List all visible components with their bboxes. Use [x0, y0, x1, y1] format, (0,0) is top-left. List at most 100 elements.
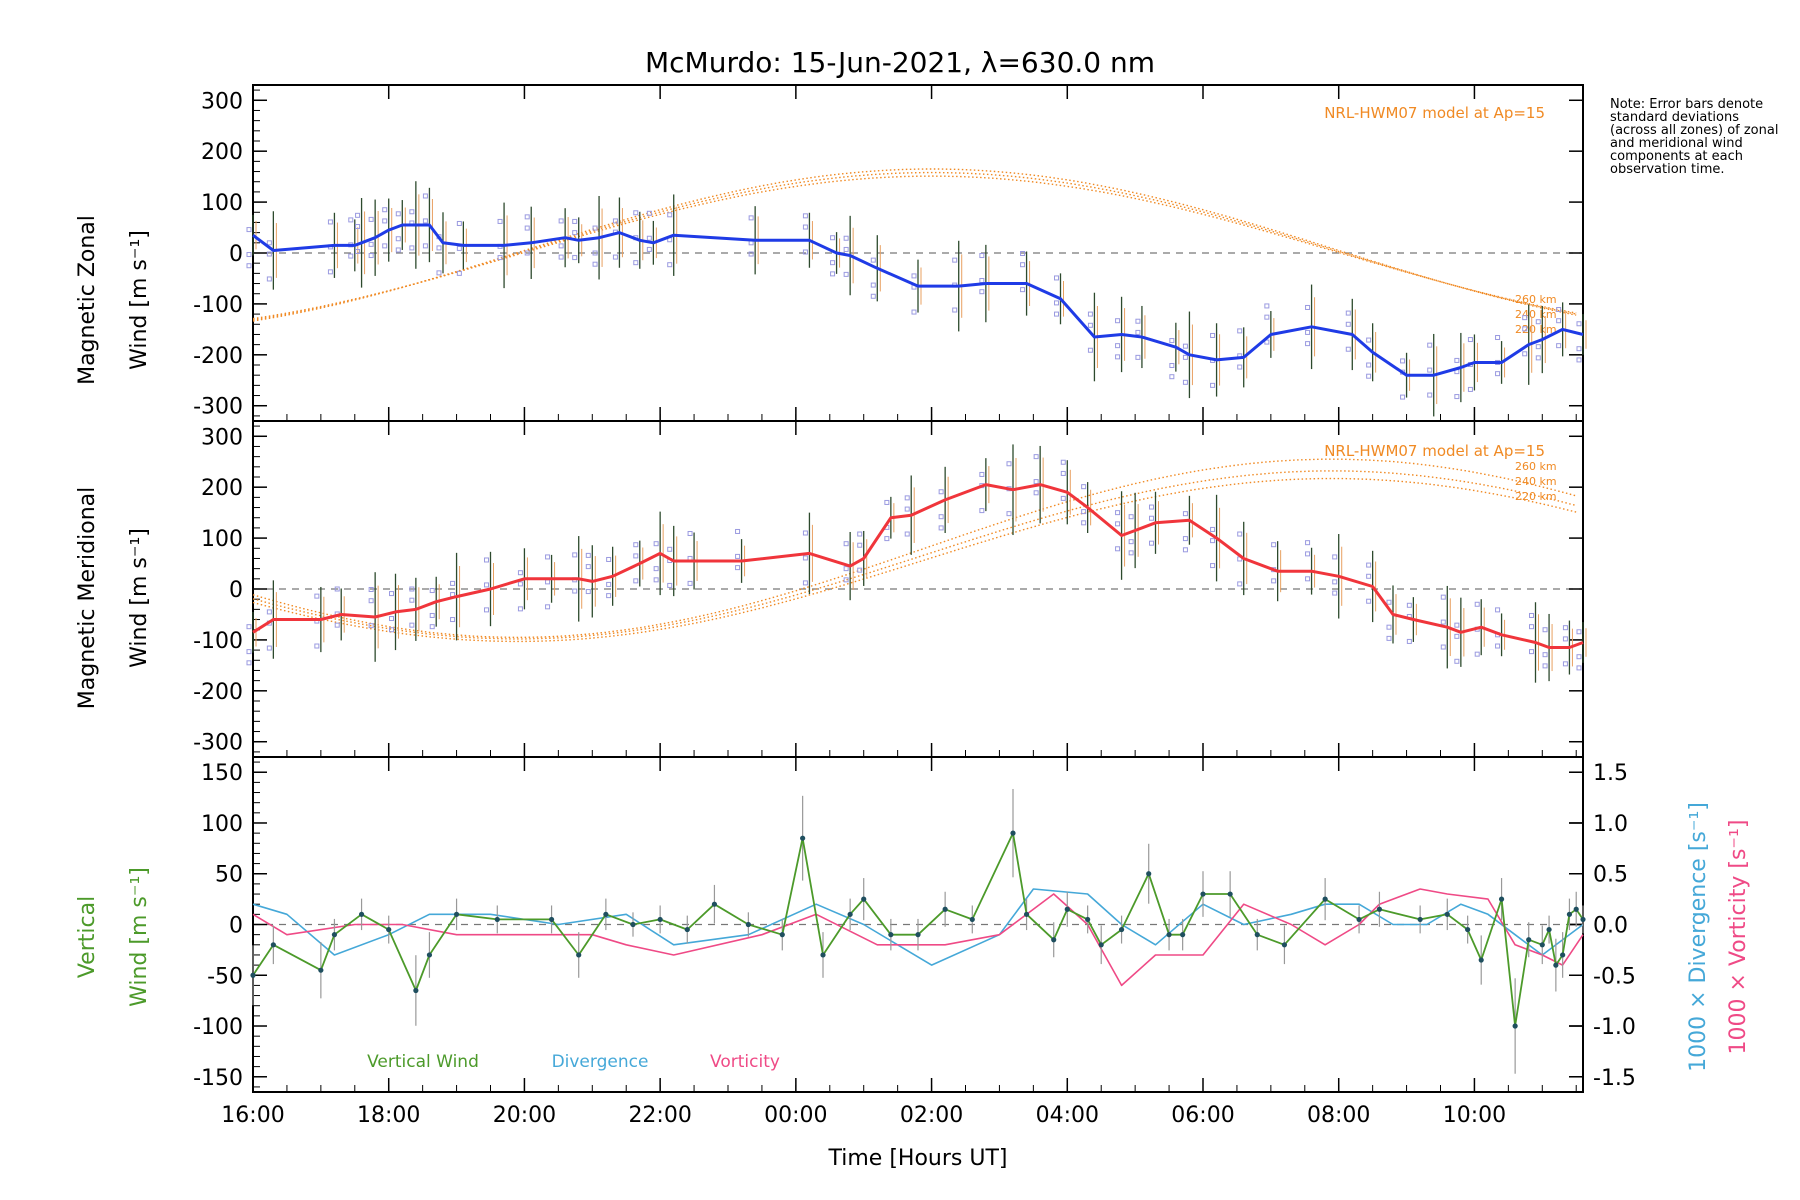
meridional-sample-marker	[1406, 638, 1412, 644]
divergence-axis-label: 1000 × Divergence [s⁻¹]	[1686, 802, 1711, 1072]
vertical-wind-point	[1465, 926, 1471, 933]
vertical-wind-point	[1444, 911, 1450, 917]
meridional-sample-marker	[1542, 627, 1548, 633]
meridional-sample-marker	[1182, 536, 1188, 542]
zonal-sample-marker	[246, 263, 252, 269]
zonal-sample-marker	[1467, 337, 1473, 343]
zonal-sample-marker	[979, 289, 985, 295]
meridional-model-alt-220: 220 km	[1515, 490, 1557, 503]
zonal-sample-marker	[1556, 307, 1562, 313]
zonal-ytick-label: -300	[193, 395, 243, 420]
meridional-sample-marker	[1529, 624, 1534, 630]
vertical-wind-point	[1051, 937, 1057, 943]
meridional-sample-marker	[334, 622, 340, 628]
vertical-wind-point	[684, 926, 690, 933]
zonal-sample-marker	[612, 218, 618, 224]
zonal-sample-marker	[952, 307, 958, 313]
meridional-panel: Magnetic Meridional Wind [m s⁻¹] NRL-HWM…	[75, 420, 1587, 758]
meridional-sample-marker	[1454, 622, 1460, 628]
vertical-wind-point	[745, 921, 751, 928]
meridional-sample-marker	[585, 552, 591, 558]
vertical-wind-point	[1526, 937, 1532, 943]
vertical-wind-point	[800, 835, 806, 841]
zonal-sample-marker	[382, 243, 388, 249]
meridional-sample-marker	[368, 587, 374, 593]
x-tick-label: 10:00	[1443, 1103, 1506, 1128]
zonal-sample-marker	[592, 225, 598, 231]
zonal-sample-marker	[1400, 394, 1406, 400]
meridional-sample-marker	[1060, 459, 1066, 465]
meridional-sample-marker	[484, 582, 489, 588]
meridional-sample-marker	[246, 660, 252, 666]
x-axis-label: Time [Hours UT]	[828, 1146, 1008, 1171]
meridional-sample-marker	[450, 617, 456, 623]
meridional-sample-marker	[1440, 644, 1446, 650]
meridional-sample-marker	[606, 593, 612, 599]
meridional-sample-marker	[1562, 636, 1568, 642]
meridional-sample-marker	[802, 530, 808, 536]
zonal-ytick-label: 300	[201, 89, 243, 114]
zonal-sample-marker	[1427, 367, 1433, 373]
zonal-sample-marker	[1522, 351, 1528, 357]
vertical-wind-point	[1146, 871, 1152, 877]
zonal-sample-marker	[646, 210, 652, 216]
meridional-sample-marker	[389, 616, 394, 622]
zonal-sample-marker	[1169, 338, 1175, 344]
zonal-sample-marker	[830, 260, 836, 266]
meridional-model-curve	[252, 458, 1577, 639]
meridional-sample-marker	[1366, 598, 1372, 604]
zonal-sample-marker	[266, 240, 272, 246]
meridional-sample-marker	[1576, 654, 1582, 660]
vertical-ylabel-line1: Vertical	[75, 896, 100, 978]
meridional-sample-marker	[633, 542, 639, 548]
meridional-sample-marker	[1474, 601, 1480, 607]
zonal-sample-marker	[395, 247, 401, 253]
zonal-sample-marker	[1427, 342, 1433, 348]
meridional-sample-marker	[857, 542, 863, 548]
vorticity-axis-label: 1000 × Vorticity [s⁻¹]	[1726, 820, 1751, 1055]
zonal-ytick-label: 100	[201, 191, 243, 216]
zonal-sample-marker	[524, 250, 530, 256]
meridional-sample-marker	[1115, 521, 1121, 527]
zonal-sample-marker	[1182, 354, 1188, 360]
zonal-sample-marker	[266, 276, 272, 282]
zonal-sample-marker	[667, 212, 673, 218]
vertical-wind-point	[1553, 962, 1559, 968]
meridional-sample-marker	[334, 586, 340, 592]
vertical-wind-point	[270, 942, 276, 948]
meridional-sample-marker	[857, 567, 863, 573]
x-tick-label: 18:00	[357, 1103, 420, 1128]
meridional-sample-marker	[1149, 515, 1154, 521]
zonal-sample-marker	[1305, 341, 1311, 347]
meridional-sample-marker	[1081, 509, 1087, 515]
zonal-sample-marker	[592, 261, 598, 267]
zonal-sample-marker	[246, 252, 252, 258]
zonal-sample-marker	[870, 257, 876, 263]
vertical-wind-point	[1166, 932, 1172, 938]
meridional-sample-marker	[1237, 531, 1243, 537]
meridional-sample-marker	[409, 586, 415, 592]
zonal-sample-marker	[355, 248, 361, 254]
zonal-sample-marker	[327, 269, 333, 275]
meridional-sample-marker	[585, 589, 591, 595]
meridional-ytick-label: 100	[201, 527, 243, 552]
zonal-sample-marker	[456, 220, 462, 226]
meridional-sample-marker	[687, 531, 693, 537]
vertical-wind-point	[576, 952, 582, 958]
meridional-model-curve	[252, 477, 1577, 643]
meridional-sample-marker	[1128, 539, 1134, 545]
vertical-wind-point	[1023, 911, 1030, 917]
zonal-sample-marker	[266, 251, 272, 257]
meridional-sample-marker	[1474, 651, 1480, 657]
meridional-sample-marker	[429, 624, 435, 630]
zonal-sample-marker	[748, 215, 754, 221]
meridional-sample-marker	[1210, 538, 1216, 544]
zonal-sample-marker	[1495, 335, 1501, 341]
meridional-sample-marker	[1128, 514, 1134, 520]
zonal-sample-marker	[422, 243, 428, 249]
zonal-sample-marker	[1400, 358, 1406, 364]
zonal-sample-marker	[395, 211, 401, 217]
zonal-sample-marker	[1237, 364, 1243, 370]
zonal-model-alt-240: 240 km	[1515, 308, 1557, 321]
